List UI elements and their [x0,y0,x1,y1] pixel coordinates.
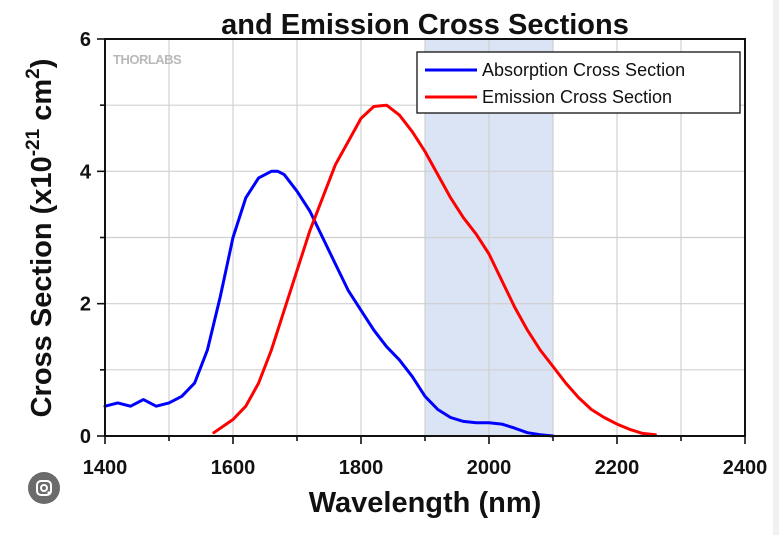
legend-label-emission: Emission Cross Section [482,87,672,107]
data-point-emission [539,349,541,351]
data-point-absorption [168,402,170,404]
data-point-absorption [449,416,452,419]
x-tick-label: 1400 [83,457,128,479]
data-point-emission [270,349,273,351]
data-point-emission [526,329,529,331]
data-point-absorption [475,421,478,424]
x-tick-label: 1800 [339,457,384,479]
data-point-absorption [117,402,119,404]
data-point-absorption [398,359,401,361]
data-point-absorption [206,349,209,351]
data-point-absorption [411,375,414,378]
data-point-emission [257,382,260,384]
x-tick-label: 2000 [467,457,512,479]
data-point-absorption [129,405,132,408]
data-point-absorption [296,190,298,192]
data-point-absorption [347,289,350,292]
data-point-absorption [488,421,490,424]
data-point-emission [449,197,452,199]
data-point-emission [213,431,215,434]
data-point-emission [321,197,324,199]
data-point-emission [309,230,311,232]
legend-box [416,51,741,114]
data-point-absorption [232,236,234,239]
data-point-emission [360,117,362,120]
data-point-emission [398,114,401,116]
data-point-emission [334,163,337,166]
data-point-absorption [155,405,157,408]
data-point-emission [232,418,234,421]
data-point-emission [283,309,286,312]
data-point-absorption [526,431,529,434]
data-point-absorption [373,329,375,331]
data-point-absorption [424,395,426,398]
y-axis-title: Cross Section (x10-21 cm2) [23,59,58,418]
y-tick-label: 0 [80,426,91,448]
data-point-absorption [321,236,324,239]
data-point-emission [411,130,414,133]
data-point-absorption [257,177,260,179]
y-tick-label: 6 [80,29,91,51]
data-point-absorption [277,170,279,173]
data-point-emission [424,150,426,153]
data-point-emission [385,104,388,106]
chart-title: and Emission Cross Sections [221,9,629,41]
page-edge-strip [773,0,779,535]
data-point-absorption [501,423,503,425]
google-lens-icon [36,480,52,496]
data-point-absorption [142,398,145,401]
data-point-absorption [219,296,221,298]
data-point-absorption [193,382,196,384]
data-point-emission [577,396,580,399]
y-tick-label: 4 [80,161,92,183]
data-point-emission [245,405,247,408]
legend-label-absorption: Absorption Cross Section [482,60,685,80]
data-point-emission [373,105,375,108]
data-point-absorption [360,309,362,312]
thorlabs-watermark: THORLABS [113,52,182,67]
x-tick-label: 2400 [723,457,768,479]
x-tick-label: 2200 [595,457,640,479]
data-point-emission [590,408,593,411]
data-point-emission [552,365,554,368]
data-point-absorption [245,197,247,199]
x-tick-label: 1600 [211,457,256,479]
data-point-emission [488,253,490,255]
data-point-emission [437,173,439,176]
data-point-emission [565,382,567,384]
data-point-emission [501,279,503,282]
data-point-absorption [513,427,516,429]
x-axis-title: Wavelength (nm) [309,487,542,519]
data-point-emission [616,423,618,425]
data-point-absorption [309,210,311,212]
data-point-emission [641,432,644,435]
data-point-absorption [462,420,465,423]
data-point-absorption [181,395,183,398]
data-point-absorption [283,173,286,176]
data-point-absorption [270,170,273,173]
data-point-absorption [334,263,337,265]
data-point-absorption [385,345,388,348]
data-point-emission [462,216,465,219]
data-point-emission [629,428,631,431]
data-point-emission [475,233,478,235]
data-point-emission [296,269,298,272]
data-point-emission [347,140,350,143]
data-point-emission [603,416,605,419]
data-point-absorption [437,408,439,411]
y-tick-label: 2 [80,294,91,316]
google-lens-button[interactable] [28,472,60,504]
data-point-emission [513,306,516,308]
chart-legend: Absorption Cross Section Emission Cross … [416,51,741,114]
